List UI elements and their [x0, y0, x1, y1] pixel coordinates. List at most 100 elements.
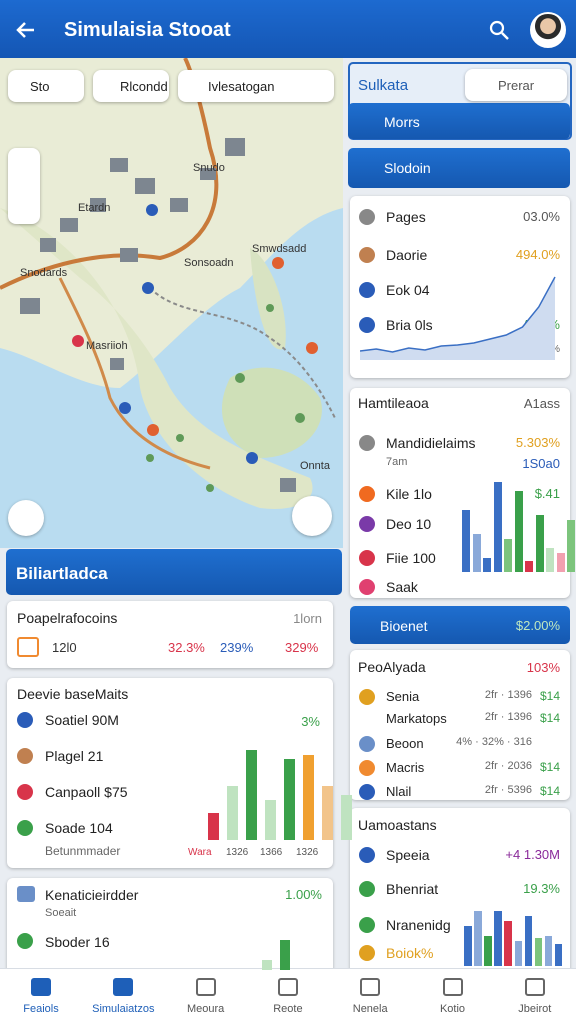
bottom-nav — [0, 968, 576, 1024]
row-value: $14 — [539, 689, 560, 703]
bar-title: Bioenet — [380, 618, 428, 634]
bar — [474, 911, 482, 966]
row-label: Senia — [386, 689, 420, 704]
summary-item: 12l0 — [52, 640, 77, 655]
bar — [484, 936, 492, 966]
nav-icon[interactable] — [277, 978, 298, 996]
icon — [17, 784, 33, 800]
summary-item: 329% — [285, 640, 319, 655]
bar — [567, 519, 575, 572]
stat-value: 494.0% — [515, 247, 560, 262]
bar — [546, 548, 554, 572]
map-label: Etardn — [78, 202, 111, 214]
kinetic-value: 1.00% — [285, 887, 322, 902]
device-row: Soatiel 90M — [45, 712, 119, 728]
icon — [359, 847, 375, 863]
row-value: +4 1.30M — [505, 847, 560, 862]
line — [360, 276, 556, 353]
search-button[interactable] — [488, 19, 510, 41]
kinetic-row: Sboder 16 — [45, 934, 110, 950]
row-label: Beoon — [386, 736, 424, 751]
filter-bar[interactable] — [348, 148, 570, 188]
nav-icon[interactable] — [360, 978, 381, 996]
row-meta: 2fr · 2036 — [484, 760, 532, 772]
bar — [322, 786, 333, 840]
stat-label: Daorie — [386, 247, 428, 263]
chart-label: 1326 — [226, 847, 249, 858]
row-meta: 2fr · 5396 — [484, 784, 532, 796]
filter: A1ass — [523, 396, 560, 411]
map-label: Masriioh — [86, 340, 128, 352]
row-value: $14 — [539, 784, 560, 798]
hamtil-card — [350, 388, 570, 598]
card-title: Hamtileaoa — [358, 395, 429, 411]
bar — [265, 799, 276, 840]
bar — [514, 491, 523, 572]
card-title: Poapelrafocoins — [17, 610, 118, 626]
avatar[interactable] — [530, 12, 566, 48]
row-value: $14 — [539, 711, 560, 725]
device-row: Soade 104 — [45, 820, 113, 836]
filter-bar[interactable] — [348, 103, 570, 139]
kinetic-card — [7, 878, 333, 978]
row-label: Markatops — [386, 711, 447, 726]
icon — [359, 247, 375, 263]
map[interactable] — [0, 58, 343, 548]
subtitle: Soeait — [45, 907, 77, 919]
stat-value: 03.0% — [523, 209, 560, 224]
zoom-controls[interactable] — [8, 148, 40, 224]
nav-icon[interactable] — [524, 978, 545, 996]
icon — [359, 784, 375, 800]
icon — [17, 820, 33, 836]
icon — [359, 945, 375, 961]
map-tool[interactable] — [292, 496, 332, 536]
nav-label: Reote — [273, 1003, 303, 1015]
panel-title: Sulkata — [358, 77, 409, 94]
row-label: Saak — [386, 579, 418, 595]
nav-icon[interactable] — [195, 978, 216, 996]
prerar-button[interactable] — [465, 69, 567, 101]
map-chip[interactable] — [93, 70, 169, 102]
chart-label: 1366 — [260, 847, 283, 858]
bar — [472, 534, 481, 572]
icon — [17, 637, 39, 657]
nav-label: Meoura — [186, 1003, 225, 1015]
bar — [493, 482, 502, 572]
map-tool[interactable] — [8, 500, 44, 536]
nav-icon[interactable] — [442, 978, 463, 996]
bar — [280, 940, 290, 970]
nav-label: Simulaiatzos — [92, 1003, 155, 1015]
stat-label: Eok 04 — [386, 282, 430, 298]
footer: Betunmmader — [45, 844, 121, 858]
map-chip[interactable] — [178, 70, 334, 102]
chart-label: Wara — [188, 847, 212, 858]
bar — [544, 936, 553, 966]
bar — [534, 938, 543, 966]
map-chip-label: Ivlesatogan — [208, 79, 275, 94]
row-value: 5.303% — [515, 435, 560, 450]
bar — [554, 944, 563, 966]
map-chip[interactable] — [8, 70, 84, 102]
bar — [504, 538, 512, 572]
stat-label: Pages — [386, 209, 426, 225]
icon — [17, 712, 33, 728]
bar — [504, 921, 512, 966]
nav-icon[interactable] — [31, 978, 51, 996]
nav-label: Jbeirot — [518, 1003, 552, 1015]
bar — [535, 515, 544, 572]
bar — [525, 560, 533, 572]
icon — [359, 579, 375, 595]
summary-item: 32.3% — [168, 640, 205, 655]
icon — [17, 748, 33, 764]
row-label: Mandidielaims — [386, 435, 476, 451]
uamo-card — [350, 808, 570, 978]
back-button[interactable] — [14, 18, 38, 42]
bar — [341, 795, 352, 840]
bar — [483, 557, 491, 572]
bar — [246, 750, 257, 840]
bar — [494, 911, 502, 966]
summary-item: 239% — [220, 640, 254, 655]
row-label: 7am — [386, 456, 408, 468]
nav-icon[interactable] — [113, 978, 134, 996]
filter-label: Slodoin — [384, 160, 431, 176]
